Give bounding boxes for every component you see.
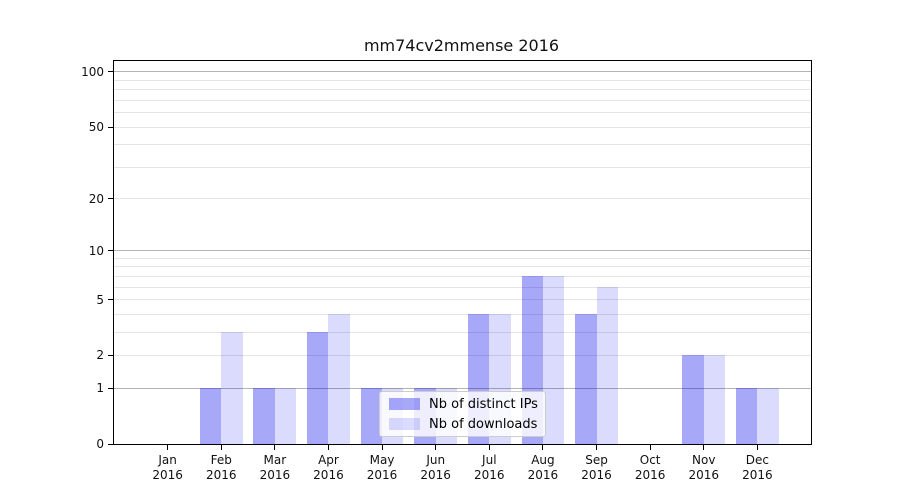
minor-gridline: [114, 331, 811, 333]
minor-gridline: [114, 313, 811, 315]
minor-gridline: [114, 99, 811, 101]
y-tick-mark: [108, 250, 113, 252]
x-tick-label: Dec 2016: [742, 453, 773, 482]
minor-gridline: [114, 257, 811, 259]
y-tick-mark: [108, 354, 113, 356]
x-tick-label: Nov 2016: [688, 453, 720, 482]
minor-gridline: [114, 112, 811, 114]
x-tick-label: Mar 2016: [259, 453, 291, 482]
x-tick-label: Sep 2016: [581, 453, 612, 482]
y-tick-label: 50: [88, 120, 104, 135]
minor-gridline: [114, 354, 811, 356]
x-tick-label: Aug 2016: [527, 453, 559, 482]
bar-distinct-ips: [307, 332, 329, 444]
major-gridline: [114, 387, 811, 389]
major-gridline: [114, 71, 811, 73]
minor-gridline: [114, 266, 811, 268]
minor-gridline: [114, 166, 811, 168]
legend-item-distinct-ips: Nb of distinct IPs: [389, 396, 538, 412]
minor-gridline: [114, 198, 811, 200]
x-tick-label: Feb 2016: [205, 453, 237, 482]
legend-swatch-downloads: [389, 418, 420, 430]
y-tick-mark: [108, 443, 113, 445]
bar-downloads: [703, 355, 726, 444]
x-tick-mark: [596, 445, 598, 450]
bar-downloads: [328, 314, 350, 444]
x-tick-mark: [649, 445, 651, 450]
y-tick-label: 10: [88, 243, 104, 258]
minor-gridline: [114, 89, 811, 91]
minor-gridline: [114, 299, 811, 301]
x-tick-label: Jun 2016: [420, 453, 451, 482]
bar-downloads: [596, 287, 618, 444]
plot-area: Nb of distinct IPs Nb of downloads 0 1 2 5 1…: [81, 60, 812, 482]
x-tick-mark: [703, 445, 705, 450]
minor-gridline: [114, 275, 811, 277]
y-tick-mark: [108, 198, 113, 200]
bar-downloads: [757, 388, 779, 444]
x-tick-label: Jan 2016: [152, 453, 183, 482]
x-tick-label: Jul 2016: [474, 453, 505, 482]
bar-downloads: [274, 388, 297, 444]
x-tick-mark: [542, 445, 544, 450]
x-tick-mark: [381, 445, 383, 450]
x-tick-mark: [488, 445, 490, 450]
minor-gridline: [114, 79, 811, 81]
legend: Nb of distinct IPs Nb of downloads: [379, 391, 546, 437]
major-gridline: [114, 250, 811, 252]
legend-swatch-distinct-ips: [389, 398, 420, 410]
x-tick-mark: [167, 445, 169, 450]
minor-gridline: [114, 144, 811, 146]
y-tick-label: 2: [96, 348, 104, 363]
legend-label-downloads: Nb of downloads: [429, 416, 538, 432]
y-tick-mark: [108, 299, 113, 301]
x-tick-label: Apr 2016: [313, 453, 344, 482]
y-tick-label: 5: [96, 292, 104, 307]
y-tick-label: 0: [96, 437, 104, 451]
y-tick-label: 20: [88, 191, 104, 206]
minor-gridline: [114, 286, 811, 288]
y-tick-mark: [108, 387, 113, 389]
y-tick-label: 1: [96, 381, 104, 396]
minor-gridline: [114, 126, 811, 128]
bar-distinct-ips: [575, 314, 597, 444]
x-tick-label: Oct 2016: [634, 453, 666, 482]
bar-distinct-ips: [682, 355, 704, 444]
x-tick-mark: [435, 445, 437, 450]
bar-distinct-ips: [735, 388, 758, 444]
bar-downloads: [221, 332, 243, 444]
legend-label-distinct-ips: Nb of distinct IPs: [429, 396, 538, 412]
legend-item-downloads: Nb of downloads: [389, 416, 538, 432]
x-tick-label: May 2016: [366, 453, 398, 482]
y-tick-mark: [108, 71, 113, 73]
bar-distinct-ips: [360, 388, 383, 444]
y-tick-label: 100: [81, 64, 104, 79]
x-tick-mark: [756, 445, 758, 450]
x-tick-mark: [220, 445, 222, 450]
bar-distinct-ips: [199, 388, 222, 444]
y-tick-mark: [108, 126, 113, 128]
x-tick-mark: [327, 445, 329, 450]
x-tick-mark: [274, 445, 276, 450]
chart-title: mm74cv2mmense 2016: [363, 36, 560, 55]
bar-downloads: [542, 276, 565, 444]
bar-distinct-ips: [253, 388, 275, 444]
